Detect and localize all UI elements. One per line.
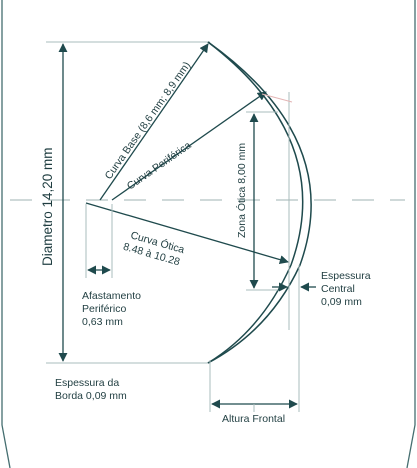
optic-curve-radius (85, 202, 289, 265)
peripheral-clearance-label-line1: Afastamento (82, 290, 141, 302)
peripheral-curve-pink (261, 93, 293, 103)
base-curve-radius (99, 43, 209, 201)
peripheral-clearance-label-line3: 0,63 mm (82, 316, 123, 328)
diameter-label: Diametro 14,20 mm (40, 147, 55, 266)
center-thickness-label-line3: 0,09 mm (321, 296, 362, 308)
optic-zone-label: Zona Ótica 8,00 mm (235, 143, 248, 238)
sagittal-height-label: Altura Frontal (222, 413, 285, 425)
peripheral-clearance-label-line2: Periférico (82, 303, 127, 315)
edge-thickness-label-line1: Espessura da (55, 377, 119, 389)
peripheral-curve-radius (111, 91, 267, 201)
center-thickness-label-line1: Espessura (321, 270, 371, 282)
edge-thickness-label-line2: Borda 0,09 mm (55, 390, 127, 402)
base-curve-label: Curva Base (8,6 mm; 8,9 mm) (103, 60, 193, 182)
lens-inner-surface (207, 41, 304, 364)
center-thickness-label-line2: Central (321, 283, 355, 295)
